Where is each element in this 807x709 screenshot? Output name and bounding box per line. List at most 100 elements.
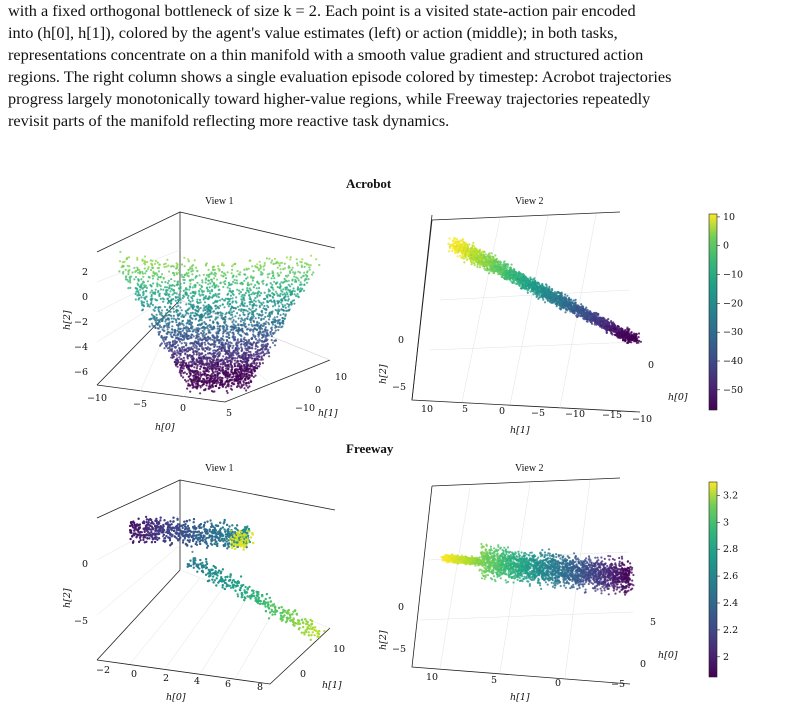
- data-point: [191, 333, 194, 336]
- data-point: [290, 301, 293, 304]
- data-point: [287, 279, 290, 282]
- data-point: [240, 365, 243, 368]
- data-point: [277, 294, 280, 297]
- data-point: [292, 287, 295, 290]
- data-point: [287, 295, 290, 298]
- data-point: [235, 385, 239, 389]
- data-point: [158, 283, 161, 286]
- data-point: [215, 316, 218, 319]
- data-point: [154, 259, 157, 263]
- data-point: [196, 306, 199, 309]
- data-point: [153, 315, 156, 318]
- data-point: [143, 267, 146, 270]
- acrobot-view2-points: [447, 236, 643, 345]
- data-point: [208, 312, 211, 315]
- data-point: [235, 275, 238, 278]
- data-point: [181, 348, 184, 351]
- data-point: [202, 377, 205, 380]
- data-point: [279, 271, 282, 274]
- data-point: [189, 390, 192, 393]
- data-point: [279, 283, 282, 286]
- data-point: [188, 327, 191, 331]
- caption-line: revisit parts of the manifold reflecting…: [8, 111, 450, 130]
- data-point: [186, 274, 189, 277]
- data-point: [168, 331, 171, 334]
- data-point: [188, 337, 191, 340]
- data-point: [174, 299, 177, 302]
- data-point: [150, 313, 153, 316]
- data-point: [273, 304, 277, 307]
- data-point: [224, 329, 227, 332]
- data-point: [276, 320, 280, 323]
- data-point: [174, 331, 177, 334]
- data-point: [296, 262, 299, 265]
- data-point: [190, 324, 193, 327]
- data-point: [190, 296, 193, 299]
- data-point: [236, 288, 239, 291]
- data-point: [267, 288, 270, 291]
- data-point: [532, 293, 535, 296]
- data-point: [256, 263, 259, 266]
- data-point: [147, 303, 150, 307]
- data-point: [300, 283, 303, 286]
- data-point: [296, 264, 299, 267]
- data-point: [232, 275, 235, 278]
- data-point: [206, 335, 210, 338]
- data-point: [150, 268, 153, 272]
- data-point: [246, 361, 249, 364]
- data-point: [165, 289, 168, 292]
- data-point: [207, 268, 210, 271]
- data-point: [230, 370, 233, 373]
- data-point: [192, 342, 195, 345]
- data-point: [230, 384, 233, 388]
- data-point: [270, 277, 273, 280]
- data-point: [195, 387, 199, 390]
- data-point: [170, 356, 173, 359]
- data-point: [193, 259, 196, 262]
- data-point: [240, 368, 243, 371]
- data-point: [293, 302, 296, 305]
- data-point: [280, 261, 284, 264]
- data-point: [194, 382, 197, 385]
- data-point: [250, 337, 253, 340]
- caption-line: with a fixed orthogonal bottleneck of si…: [8, 1, 636, 20]
- data-point: [499, 261, 502, 264]
- data-point: [254, 347, 257, 350]
- data-point: [247, 323, 250, 326]
- data-point: [196, 365, 199, 368]
- data-point: [189, 266, 192, 269]
- data-point: [197, 361, 200, 364]
- data-point: [204, 350, 207, 353]
- data-point: [283, 317, 286, 320]
- data-point: [170, 335, 173, 338]
- data-point: [212, 294, 215, 297]
- data-point: [266, 273, 269, 276]
- data-point: [178, 340, 182, 343]
- data-point: [141, 259, 144, 262]
- data-point: [150, 284, 153, 288]
- data-point: [181, 329, 184, 332]
- box-edge-left: [96, 211, 181, 386]
- data-point: [293, 275, 296, 278]
- data-point: [261, 362, 264, 365]
- data-point: [215, 358, 218, 361]
- data-point: [127, 271, 130, 274]
- data-point: [257, 269, 260, 272]
- data-point: [227, 297, 230, 300]
- data-point: [136, 258, 139, 261]
- data-point: [255, 266, 258, 269]
- data-point: [174, 352, 177, 355]
- data-point: [259, 330, 262, 333]
- data-point: [157, 327, 160, 330]
- data-point: [235, 342, 238, 345]
- data-point: [280, 301, 283, 304]
- data-point: [237, 362, 240, 365]
- data-point: [274, 319, 277, 322]
- data-point: [168, 314, 171, 317]
- data-point: [131, 271, 134, 274]
- data-point: [129, 277, 132, 280]
- data-point: [162, 277, 165, 280]
- data-point: [224, 315, 227, 318]
- data-point: [119, 250, 122, 253]
- data-point: [284, 299, 287, 302]
